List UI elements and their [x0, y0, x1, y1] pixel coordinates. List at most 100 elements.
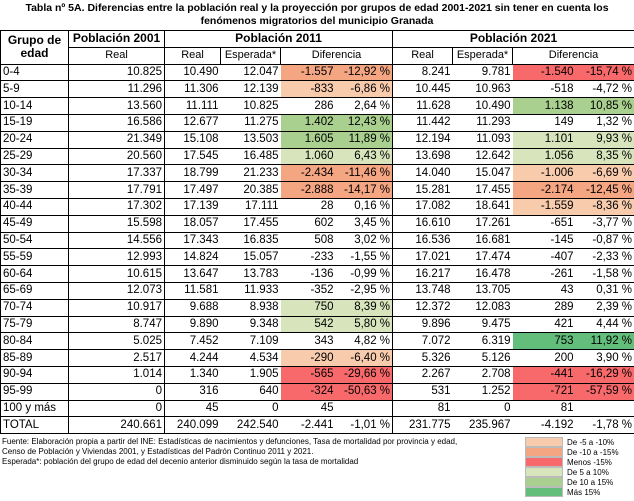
cell: 11.933 [220, 281, 281, 300]
cell: 11,92 % [575, 332, 634, 351]
cell: -0,87 % [575, 231, 634, 250]
cell: 10.917 [68, 298, 165, 317]
cell: -0,99 % [335, 265, 394, 283]
cell: -1,01 % [335, 416, 394, 435]
cell: 6.319 [452, 332, 513, 351]
cell: 10.490 [452, 97, 513, 115]
row-label: 15-19 [0, 113, 69, 132]
cell: 10.825 [220, 97, 281, 115]
legend: De -5 a -10% De -10 a -15% Menos -15% De 5 … [525, 437, 633, 497]
cell: 17.455 [220, 214, 281, 233]
cell: 4,82 % [335, 332, 394, 351]
cell: 5.126 [452, 349, 513, 367]
cell: 5.025 [68, 332, 165, 351]
cell: -407 [512, 248, 576, 267]
cell: 1.605 [280, 130, 336, 149]
cell: 0 [68, 382, 165, 401]
cell: 3,45 % [335, 214, 394, 233]
legend-item: De -5 a -10% [525, 437, 633, 447]
cell: 10.490 [164, 63, 221, 82]
table-row: 65-69 12.073 11.581 11.933 -352 -2,95 % 13.748… [0, 281, 634, 300]
cell: 2.708 [452, 365, 513, 384]
cell: -2.174 [512, 181, 576, 199]
cell: -4,72 % [575, 80, 634, 99]
cell: 81 [512, 399, 576, 418]
cell: 17.455 [452, 181, 513, 199]
cell: 12,43 % [335, 113, 394, 132]
year-header: Población 2001 [68, 30, 165, 48]
cell: 13.748 [392, 281, 453, 300]
cell: 28 [280, 197, 336, 216]
cell: 14.824 [164, 248, 221, 267]
cell: 8,35 % [575, 147, 634, 166]
cell: 17.139 [164, 197, 221, 216]
table-row: 95-99 0 316 640 -324 -50,63 % 531 1.252 -721 -57,… [0, 382, 634, 401]
cell: -651 [512, 214, 576, 233]
cell: 286 [280, 97, 336, 115]
table-row: 5-9 11.296 11.306 12.139 -833 -6,86 % 10.445 10… [0, 80, 634, 99]
cell: 2.517 [68, 349, 165, 367]
cell: 17.261 [452, 214, 513, 233]
table-row: 80-84 5.025 7.452 7.109 343 4,82 % 7.072 6.319 7… [0, 332, 634, 351]
row-label: 75-79 [0, 315, 69, 334]
cell: 14.556 [68, 231, 165, 250]
cell: 10.615 [68, 265, 165, 283]
cell: 1.905 [220, 365, 281, 384]
cell: -290 [280, 349, 336, 367]
cell: 12.083 [452, 298, 513, 317]
table-row: 100 y más 0 45 0 45 81 0 81 [0, 399, 634, 418]
data-table: Grupo de edad Población 2001 Población 2… [0, 30, 634, 435]
row-label: 35-39 [0, 181, 69, 199]
cell: 10,85 % [575, 97, 634, 115]
cell: -15,74 % [575, 63, 634, 82]
cell: 10.963 [452, 80, 513, 99]
table-row: 85-89 2.517 4.244 4.534 -290 -6,40 % 5.326 5.12… [0, 349, 634, 367]
cell: 542 [280, 315, 336, 334]
cell: 750 [280, 298, 336, 317]
header-row: Grupo de edad Población 2001 Población 2… [0, 30, 634, 65]
row-label: 95-99 [0, 382, 69, 401]
cell: 12.993 [68, 248, 165, 267]
cell: 12.194 [392, 130, 453, 149]
row-label: 40-44 [0, 197, 69, 216]
cell: 8.747 [68, 315, 165, 334]
table-row: 10-14 13.560 11.111 10.825 286 2,64 % 11.628 10… [0, 97, 634, 115]
cell: -352 [280, 281, 336, 300]
cell: 15.108 [164, 130, 221, 149]
cell: 9.475 [452, 315, 513, 334]
cell: 17.474 [452, 248, 513, 267]
cell: 17.343 [164, 231, 221, 250]
table-row: 0-4 10.825 10.490 12.047 -1.557 -12,92 % 8.241… [0, 63, 634, 82]
cell [335, 399, 394, 418]
cell: 11.293 [452, 113, 513, 132]
cell: -721 [512, 382, 576, 401]
cell: -2,33 % [575, 248, 634, 267]
cell: -16,29 % [575, 365, 634, 384]
cell: 2,64 % [335, 97, 394, 115]
cell: 1.060 [280, 147, 336, 166]
legend-item: Más 15% [525, 487, 633, 497]
cell [575, 399, 634, 418]
cell: -3,77 % [575, 214, 634, 233]
table-row: 75-79 8.747 9.890 9.348 542 5,80 % 9.896 9.475 4… [0, 315, 634, 334]
cell: 602 [280, 214, 336, 233]
legend-swatch [525, 437, 563, 447]
table-row: 25-29 20.560 17.545 16.485 1.060 6,43 % 13.698… [0, 147, 634, 166]
cell: -2.441 [280, 416, 336, 435]
cell: -50,63 % [335, 382, 394, 401]
cell: -233 [280, 248, 336, 267]
cell: 15.281 [392, 181, 453, 199]
cell: 242.540 [220, 416, 281, 435]
cell: 1.014 [68, 365, 165, 384]
legend-swatch [525, 487, 563, 497]
cell: -145 [512, 231, 576, 250]
cell: -12,92 % [335, 63, 394, 82]
cell: 13.560 [68, 97, 165, 115]
legend-label: De -5 a -10% [567, 437, 615, 447]
table-row: 50-54 14.556 17.343 16.835 508 3,02 % 16.536 16… [0, 231, 634, 250]
row-label: 25-29 [0, 147, 69, 166]
cell: 8.938 [220, 298, 281, 317]
cell: -136 [280, 265, 336, 283]
cell: 2,39 % [575, 298, 634, 317]
cell: 16.485 [220, 147, 281, 166]
